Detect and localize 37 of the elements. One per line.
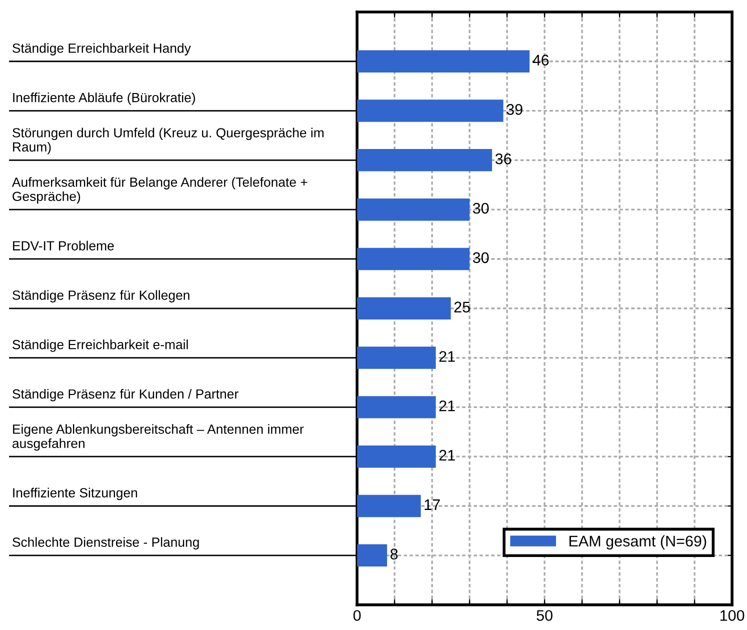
data-label: 30: [472, 202, 489, 214]
data-label: 30: [472, 252, 489, 264]
y-tick-label: Ständige Präsenz für Kunden / Partner: [12, 388, 238, 402]
y-tick-label: Störungen durch Umfeld (Kreuz u. Quergespräche im Raum): [12, 128, 324, 154]
bar: [357, 100, 504, 122]
bar: [357, 198, 470, 221]
y-tick-label: Aufmerksamkeit für Belange Anderer (Telefonate + Gespräche): [12, 177, 308, 204]
bar: [357, 396, 436, 418]
y-tick-label: Ständige Erreichbarkeit e-mail: [12, 340, 188, 352]
bar: [357, 445, 436, 468]
data-label: 21: [439, 450, 455, 461]
data-label: 17: [424, 499, 440, 510]
data-label: 25: [454, 302, 470, 312]
y-tick-label: Eigene Ablenkungsbereitschaft – Antennen immer ausgefahren: [12, 424, 304, 451]
y-tick-label: EDV-IT Probleme: [13, 240, 114, 250]
y-tick-label: Ineffiziente Abläufe (Bürokratie): [13, 92, 195, 105]
data-label: 21: [439, 400, 455, 412]
x-tick-label: 50: [536, 610, 552, 621]
data-label: 46: [532, 54, 549, 66]
y-tick-label: Ständige Präsenz für Kollegen: [12, 290, 190, 302]
bar: [357, 50, 530, 72]
y-tick-label: Schlechte Dienstreise - Planung: [12, 537, 199, 550]
bar: [357, 544, 388, 567]
legend-label: EAM gesamt (N=69): [570, 535, 706, 550]
x-tick-label: 0: [353, 610, 361, 621]
y-tick-label: Ineffiziente Sitzungen: [13, 488, 138, 500]
y-tick-label: Ständige Erreichbarkeit Handy: [12, 43, 191, 56]
bar: [357, 248, 470, 270]
bar: [357, 297, 451, 320]
bar: [357, 149, 492, 172]
bar: [357, 346, 436, 369]
data-label: 36: [495, 153, 512, 164]
bar: [357, 494, 421, 518]
data-label: 8: [390, 548, 398, 560]
data-label: 21: [439, 351, 455, 362]
data-label: 39: [506, 104, 522, 115]
x-tick-label: 100: [720, 610, 744, 621]
